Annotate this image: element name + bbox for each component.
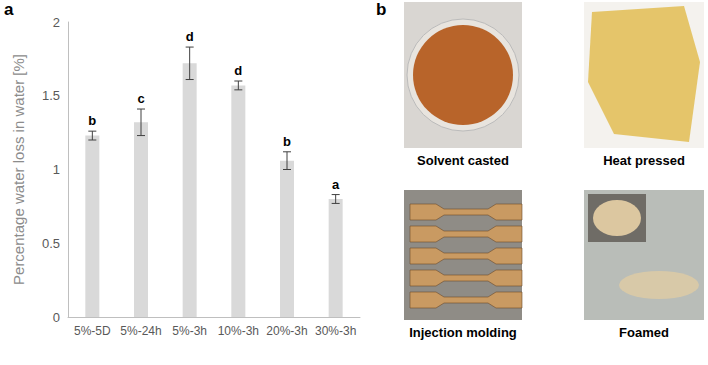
svg-text:10%-3h: 10%-3h bbox=[218, 324, 259, 338]
svg-text:20%-3h: 20%-3h bbox=[266, 324, 307, 338]
svg-text:Solvent casted: Solvent casted bbox=[417, 153, 509, 168]
html-text:a: a bbox=[4, 0, 14, 19]
svg-text:1.5: 1.5 bbox=[42, 88, 60, 103]
svg-text:Heat pressed: Heat pressed bbox=[603, 153, 685, 168]
svg-text:d: d bbox=[186, 29, 194, 44]
svg-text:Percentage water loss in water: Percentage water loss in water [%] bbox=[10, 54, 27, 285]
svg-text:2: 2 bbox=[53, 15, 60, 30]
svg-text:b: b bbox=[283, 134, 291, 149]
svg-text:d: d bbox=[234, 63, 242, 78]
svg-text:5%-5D: 5%-5D bbox=[74, 324, 111, 338]
svg-text:a: a bbox=[332, 177, 340, 192]
svg-text:0: 0 bbox=[53, 310, 60, 325]
svg-text:5%-3h: 5%-3h bbox=[172, 324, 207, 338]
svg-text:Injection molding: Injection molding bbox=[409, 325, 517, 340]
svg-text:b: b bbox=[88, 113, 96, 128]
svg-text:c: c bbox=[137, 91, 144, 106]
html-text:b: b bbox=[376, 0, 387, 19]
svg-text:5%-24h: 5%-24h bbox=[120, 324, 161, 338]
svg-text:Foamed: Foamed bbox=[619, 325, 669, 340]
svg-text:0.5: 0.5 bbox=[42, 236, 60, 251]
svg-text:1: 1 bbox=[53, 162, 60, 177]
svg-text:30%-3h: 30%-3h bbox=[315, 324, 356, 338]
